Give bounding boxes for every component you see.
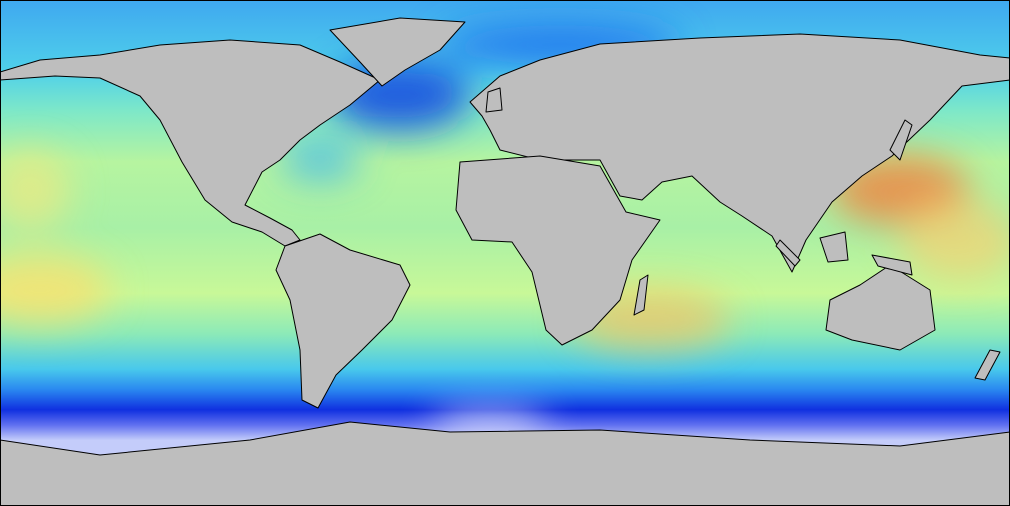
new-zealand <box>974 349 1001 381</box>
north-america <box>0 39 381 247</box>
borneo <box>819 231 849 263</box>
antarctica <box>0 421 1010 506</box>
eurasia <box>469 33 1010 273</box>
sumatra <box>775 239 801 267</box>
land <box>0 17 1010 506</box>
australia <box>825 264 936 351</box>
uk <box>485 87 503 113</box>
madagascar <box>633 274 649 316</box>
greenland <box>329 17 466 87</box>
africa <box>455 155 661 346</box>
south-america <box>275 233 411 409</box>
new-guinea <box>871 254 913 276</box>
japan <box>889 119 913 161</box>
